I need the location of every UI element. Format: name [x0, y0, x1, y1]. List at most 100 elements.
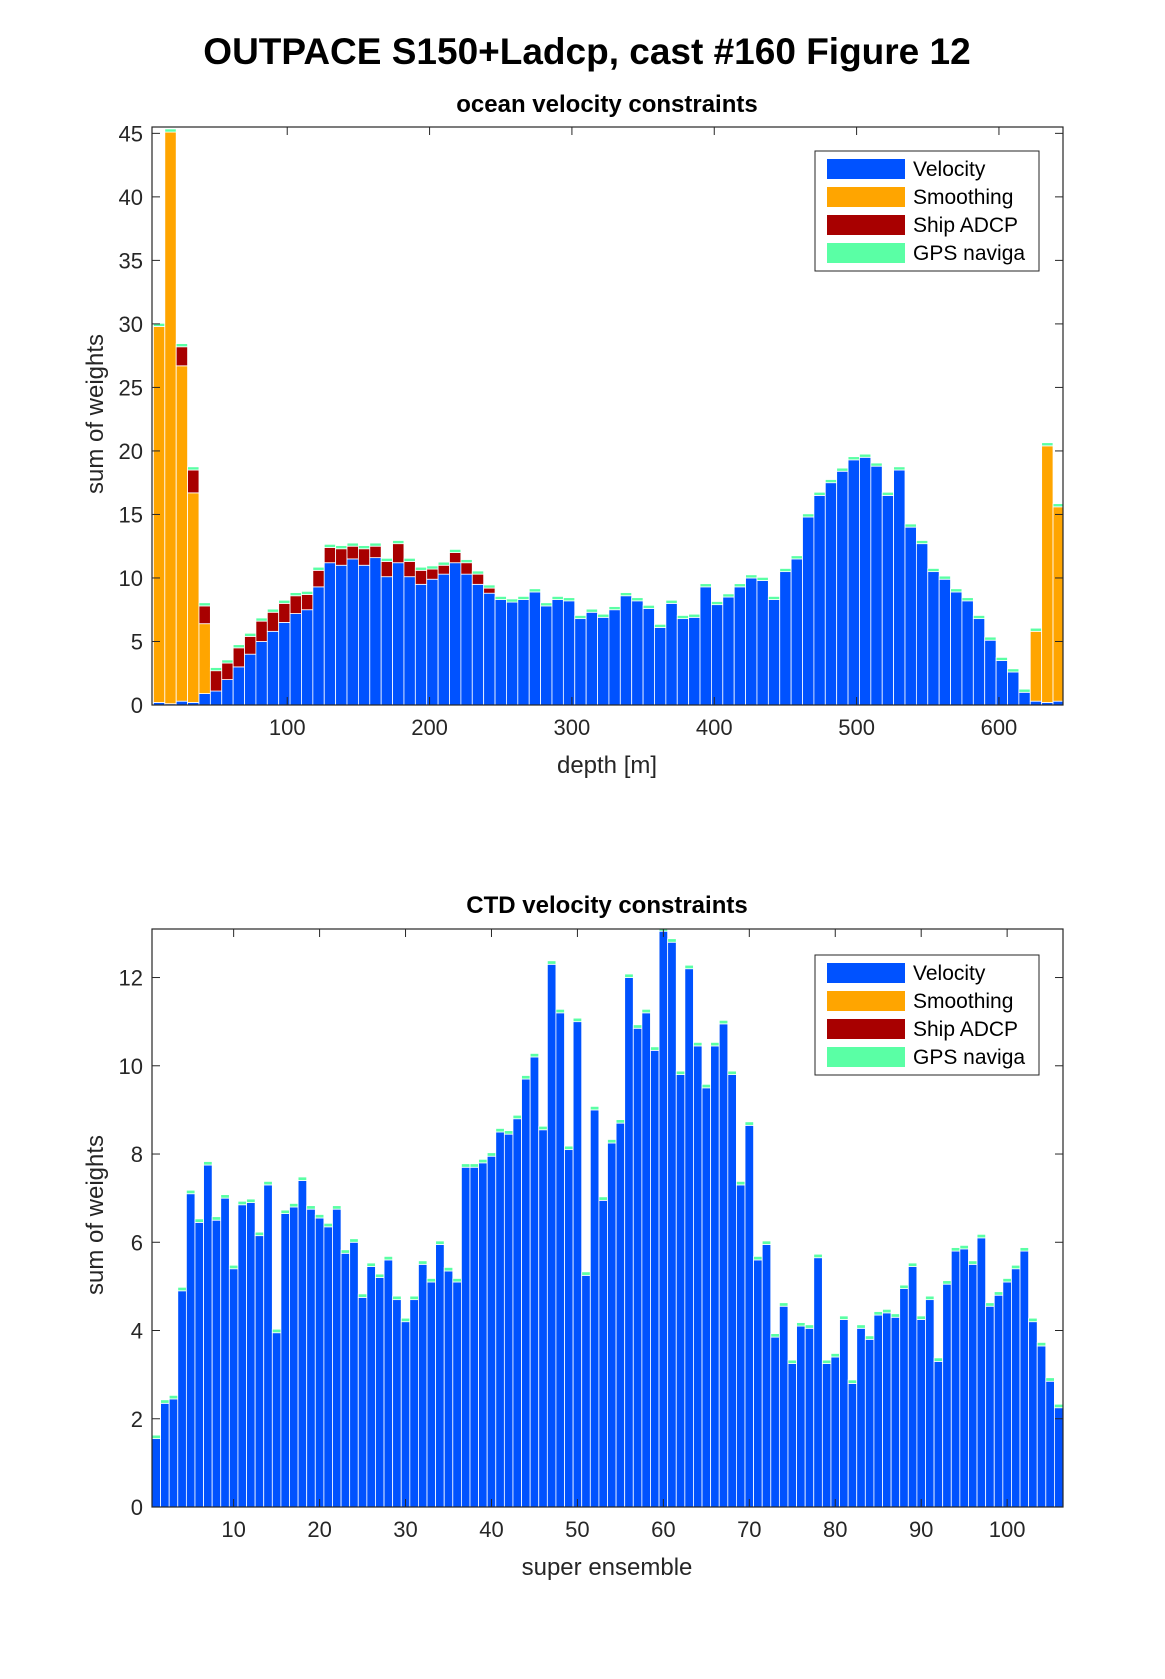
bar-velocity [471, 583, 485, 705]
bar-gps-naviga [699, 583, 712, 588]
y-tick-label: 2 [131, 1407, 143, 1432]
bar-gps-naviga [796, 1322, 806, 1327]
bar-velocity [847, 459, 860, 705]
bar-gps-naviga [893, 466, 906, 471]
bar-ship-adcp [221, 662, 234, 680]
bar-gps-naviga [711, 601, 724, 606]
bar-gps-naviga [753, 1255, 763, 1261]
bar-velocity [959, 1248, 969, 1507]
bar-velocity [383, 1259, 394, 1507]
bar-velocity [246, 1202, 256, 1507]
bar-ship-adcp [483, 587, 496, 594]
chart-title: ocean velocity constraints [456, 91, 757, 118]
bar-gps-naviga [540, 602, 553, 607]
bar-velocity [528, 591, 542, 705]
y-axis-label: sum of weights [82, 334, 109, 494]
bar-gps-naviga [512, 1114, 522, 1120]
x-tick-label: 300 [554, 715, 591, 740]
bar-gps-naviga [836, 467, 849, 472]
bar-velocity [615, 1122, 626, 1507]
bar-ship-adcp [392, 543, 405, 564]
bar-velocity [301, 609, 314, 705]
bar-velocity [718, 1023, 729, 1507]
bar-velocity [890, 1316, 901, 1507]
legend-swatch [827, 991, 905, 1011]
bar-velocity [478, 1162, 488, 1507]
bar-gps-naviga [418, 1260, 428, 1265]
bar-velocity [244, 653, 257, 705]
bar-gps-naviga [203, 1161, 213, 1166]
bar-gps-naviga [517, 595, 530, 600]
x-tick-label: 500 [838, 715, 875, 740]
bar-gps-naviga [426, 1278, 437, 1283]
bar-gps-naviga [1054, 1403, 1063, 1409]
y-tick-label: 5 [131, 629, 143, 654]
bar-smoothing [198, 623, 211, 694]
y-tick-label: 30 [119, 312, 143, 337]
bar-gps-naviga [790, 555, 803, 560]
bar-velocity [254, 1235, 265, 1507]
bar-velocity [271, 1332, 282, 1507]
bar-gps-naviga [882, 1308, 892, 1314]
bar-gps-naviga [665, 599, 678, 604]
bar-velocity [950, 591, 963, 705]
bar-gps-naviga [984, 636, 997, 641]
bar-velocity [289, 613, 302, 705]
bar-velocity [221, 679, 234, 705]
bar-velocity [968, 1263, 978, 1507]
bar-gps-naviga [624, 973, 634, 978]
bar-velocity [839, 1319, 849, 1507]
y-tick-label: 25 [119, 375, 143, 400]
bar-velocity [409, 1299, 419, 1507]
bar-gps-naviga [650, 1046, 660, 1051]
bar-gps-naviga [301, 590, 314, 595]
bar-gps-naviga [529, 1053, 540, 1058]
bar-gps-naviga [187, 466, 200, 471]
bar-gps-naviga [839, 1315, 849, 1320]
bar-velocity [904, 526, 917, 705]
bar-velocity [280, 1213, 290, 1507]
bar-velocity [168, 1398, 179, 1507]
bar-gps-naviga [237, 1200, 247, 1206]
bar-velocity [414, 583, 428, 705]
bar-gps-naviga [503, 1130, 514, 1135]
bar-gps-naviga [221, 659, 234, 664]
bar-velocity [870, 465, 883, 705]
bar-velocity [864, 1338, 875, 1507]
bar-velocity [915, 543, 929, 705]
bar-gps-naviga [198, 602, 211, 607]
bar-gps-naviga [767, 595, 781, 600]
y-tick-label: 20 [119, 439, 143, 464]
bar-gps-naviga [538, 1125, 548, 1131]
bar-velocity [369, 557, 382, 705]
bar-gps-naviga [727, 1070, 737, 1075]
y-tick-label: 4 [131, 1319, 143, 1344]
legend-swatch [827, 159, 905, 179]
legend: Velocity Smoothing Ship ADCP GPS naviga [814, 150, 1040, 272]
bar-ship-adcp [175, 346, 188, 367]
bar-gps-naviga [1011, 1264, 1021, 1270]
bar-velocity [392, 562, 405, 705]
bar-velocity [753, 1259, 763, 1507]
bar-gps-naviga [369, 542, 382, 547]
x-tick-label: 200 [411, 715, 448, 740]
bar-velocity [562, 600, 576, 705]
bar-gps-naviga [870, 462, 883, 467]
x-tick-label: 30 [393, 1517, 417, 1542]
bar-velocity [701, 1087, 712, 1507]
bar-velocity [540, 605, 553, 705]
bar-velocity [727, 1074, 737, 1507]
bar-gps-naviga [804, 1324, 815, 1329]
bar-gps-naviga [779, 568, 792, 573]
bar-ship-adcp [266, 611, 280, 632]
bar-gps-naviga [608, 606, 621, 611]
bar-gps-naviga [194, 1218, 204, 1223]
bar-gps-naviga [357, 1293, 368, 1298]
bar-gps-naviga [642, 604, 655, 609]
bar-ship-adcp [301, 594, 314, 611]
legend-swatch [827, 1047, 905, 1067]
bar-velocity [495, 1131, 505, 1507]
bar-velocity [745, 577, 758, 705]
bar-velocity [984, 639, 997, 705]
bar-velocity [512, 1118, 522, 1507]
